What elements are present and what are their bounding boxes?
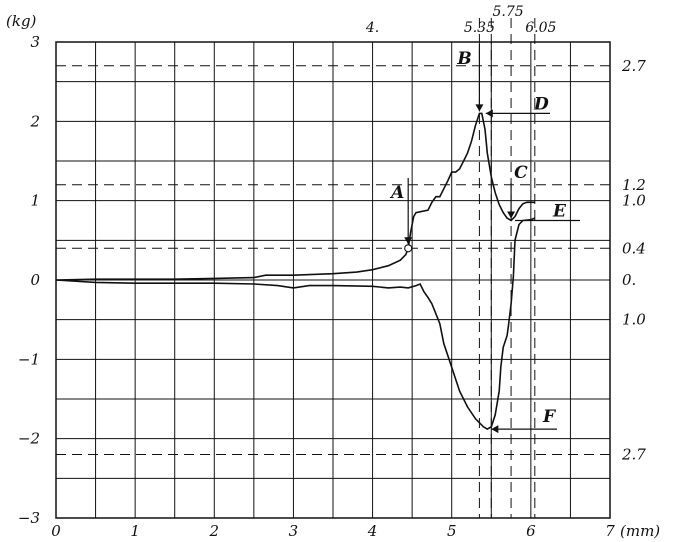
right-tick-label: 0. xyxy=(622,271,636,289)
x-tick-label: 6 xyxy=(526,522,536,540)
top-tick-label: 5.75 xyxy=(492,4,523,20)
arrow-head xyxy=(491,425,499,434)
x-tick-label: 2 xyxy=(209,522,220,540)
x-axis-unit: (mm) xyxy=(620,522,660,540)
arrow-head xyxy=(404,237,413,245)
top-tick-label: 4. xyxy=(365,20,379,36)
tick-labels: 0 1 2 3 4 5 6 73210−1−2−32.71.21.00.40.1.02.74.… xyxy=(18,4,646,540)
right-tick-label: 0.4 xyxy=(622,239,646,257)
right-tick-label: 1.0 xyxy=(622,311,646,329)
curves xyxy=(55,112,536,431)
y-tick-label: 1 xyxy=(30,192,40,210)
arrow-head xyxy=(507,211,516,219)
y-tick-label: −2 xyxy=(18,430,40,448)
y-tick-label: 2 xyxy=(29,112,40,130)
label-a: A xyxy=(389,183,404,203)
x-tick-label: 7 xyxy=(605,522,615,540)
y-tick-label: 3 xyxy=(30,33,40,51)
label-d: D xyxy=(533,94,549,114)
y-tick-label: 0 xyxy=(30,271,40,289)
point-a-marker xyxy=(404,244,413,253)
y-tick-label: −1 xyxy=(18,350,40,368)
curve-lower xyxy=(55,217,536,431)
curve-upper xyxy=(55,112,535,281)
right-tick-label: 1.2 xyxy=(622,176,646,194)
y-axis-unit: (kg) xyxy=(6,12,37,30)
right-tick-label: 1.0 xyxy=(622,192,646,210)
reference-lines xyxy=(56,18,610,518)
x-tick-label: 5 xyxy=(447,522,457,540)
right-tick-label: 2.7 xyxy=(621,446,646,464)
y-tick-label: −3 xyxy=(18,509,40,527)
arrow-head xyxy=(475,104,484,112)
right-tick-label: 2.7 xyxy=(621,57,646,75)
label-c: C xyxy=(514,163,528,183)
label-f: F xyxy=(542,407,557,427)
label-e: E xyxy=(552,202,567,222)
x-tick-label: 0 xyxy=(51,522,61,540)
annotations: A B D C E F xyxy=(389,44,580,434)
x-tick-label: 4 xyxy=(367,522,378,540)
label-b: B xyxy=(456,49,471,69)
arrow-head xyxy=(485,109,493,118)
top-tick-label: 5.35 xyxy=(464,20,495,36)
x-tick-label: 3 xyxy=(289,522,299,540)
top-tick-label: 6.05 xyxy=(525,20,556,36)
x-tick-label: 1 xyxy=(130,522,140,540)
